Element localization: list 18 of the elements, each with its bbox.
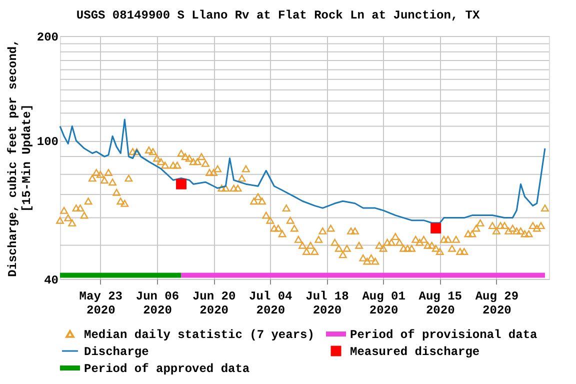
legend-label: Discharge (84, 345, 149, 359)
x-tick-label: May 23 2020 (79, 290, 123, 318)
x-tick-label: Aug 01 2020 (362, 290, 406, 318)
y-tick-label: 100 (36, 135, 58, 150)
legend-label: Median daily statistic (7 years) (84, 328, 314, 342)
y-tick-label: 200 (36, 30, 58, 44)
chart-title: USGS 08149900 S Llano Rv at Flat Rock Ln at Junction, TX (76, 8, 480, 22)
x-tick-label: Aug 15 2020 (418, 290, 462, 318)
x-tick-label: Jul 18 2020 (306, 290, 349, 318)
x-tick-label: Jun 20 2020 (192, 290, 236, 318)
x-tick-label: Aug 29 2020 (475, 290, 519, 318)
y-axis-title: Discharge, cubic feet per second, [15-Min Update] (6, 39, 34, 277)
legend-label: Period of approved data (84, 362, 250, 376)
legend-label: Period of provisional data (350, 328, 538, 342)
y-tick-label: 40 (44, 274, 58, 288)
x-tick-label: Jun 06 2020 (136, 290, 180, 318)
x-tick-label: Jul 04 2020 (249, 290, 292, 318)
legend-label: Measured discharge (350, 345, 480, 359)
